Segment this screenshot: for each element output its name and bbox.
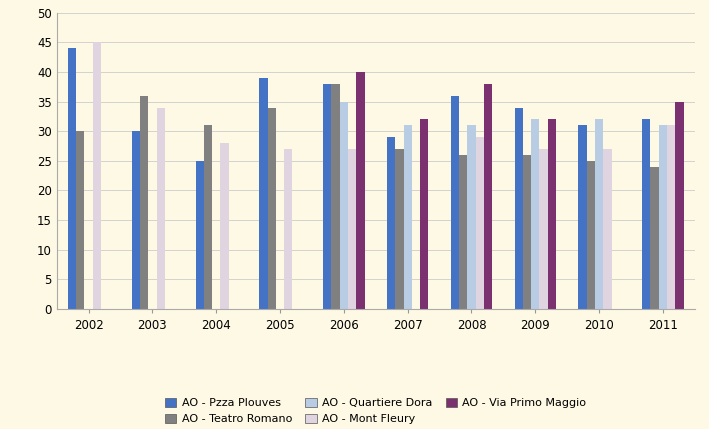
Bar (76, 131, 84, 309)
Bar (140, 96, 148, 309)
Bar (259, 78, 267, 309)
Bar (595, 119, 603, 309)
Legend: AO - Pzza Plouves, AO - Teatro Romano, AO - Quartiere Dora, AO - Mont Fleury, AO: AO - Pzza Plouves, AO - Teatro Romano, A… (162, 395, 590, 428)
Bar (659, 125, 667, 309)
Bar (284, 149, 293, 309)
Bar (323, 84, 331, 309)
Bar (348, 149, 357, 309)
Bar (548, 119, 556, 309)
Bar (196, 161, 203, 309)
Bar (395, 149, 403, 309)
Bar (523, 155, 531, 309)
Bar (603, 149, 612, 309)
Bar (132, 131, 140, 309)
Bar (387, 137, 395, 309)
Bar (267, 108, 276, 309)
Bar (68, 48, 76, 309)
Bar (667, 125, 676, 309)
Bar (340, 102, 348, 309)
Bar (331, 84, 340, 309)
Bar (586, 161, 595, 309)
Bar (157, 108, 165, 309)
Bar (467, 125, 476, 309)
Bar (642, 119, 650, 309)
Bar (579, 125, 586, 309)
Bar (93, 42, 101, 309)
Bar (676, 102, 683, 309)
Bar (650, 167, 659, 309)
Bar (357, 72, 364, 309)
Bar (459, 155, 467, 309)
Bar (476, 137, 484, 309)
Bar (484, 84, 492, 309)
Bar (203, 125, 212, 309)
Bar (220, 143, 229, 309)
Bar (540, 149, 548, 309)
Bar (420, 119, 428, 309)
Bar (515, 108, 523, 309)
Bar (451, 96, 459, 309)
Bar (531, 119, 540, 309)
Bar (403, 125, 412, 309)
